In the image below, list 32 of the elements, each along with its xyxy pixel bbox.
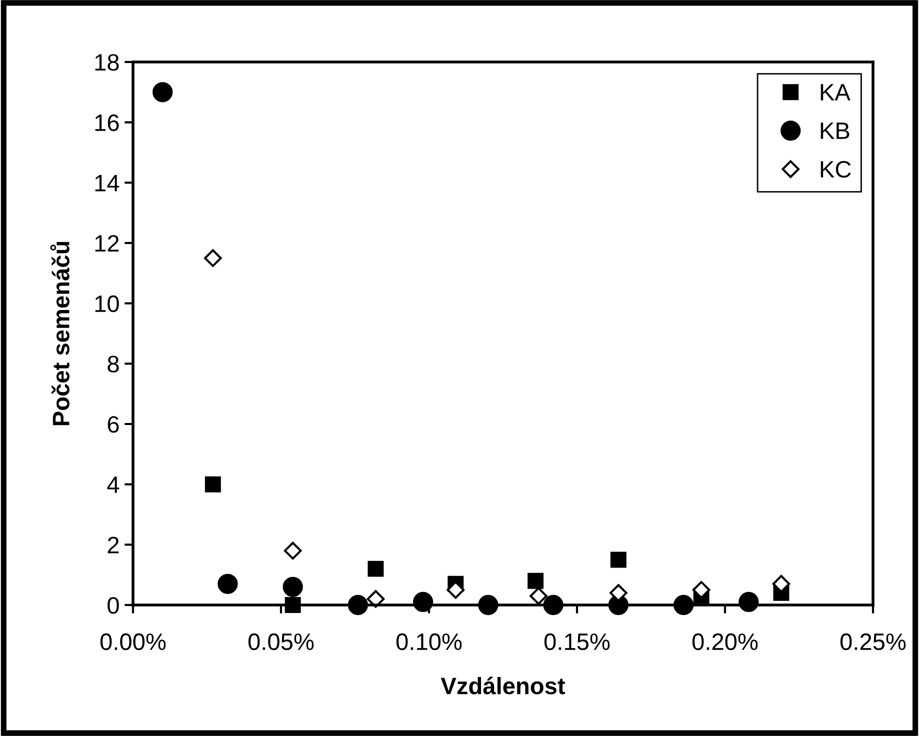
x-tick-label: 0.15% <box>544 633 610 650</box>
x-tick-label: 0.05% <box>248 633 314 650</box>
point <box>528 572 544 589</box>
y-tick-label: 10 <box>95 295 119 312</box>
legend-label: KB <box>820 122 850 139</box>
point <box>284 542 302 560</box>
point <box>610 552 626 568</box>
legend-label: KC <box>820 160 851 178</box>
y-tick-label: 8 <box>108 356 119 372</box>
x-tick-label: 0.25% <box>840 633 906 650</box>
y-tick-label: 4 <box>107 476 120 493</box>
x-axis-title: Vzdálenost <box>440 676 566 694</box>
x-tick-label: 0.10% <box>396 633 462 650</box>
y-tick-label: 6 <box>108 416 119 433</box>
y-tick-label: 2 <box>108 536 119 554</box>
point <box>204 476 221 492</box>
point <box>152 82 173 102</box>
point <box>366 590 385 608</box>
point <box>368 560 384 577</box>
point <box>218 574 238 594</box>
point <box>204 249 222 267</box>
x-tick-label: 0.20% <box>692 633 758 650</box>
point <box>282 576 303 597</box>
y-tick-label: 16 <box>95 114 119 132</box>
point <box>530 587 548 605</box>
y-tick-label: 14 <box>95 174 120 192</box>
x-tick-label: 0.00% <box>100 633 166 650</box>
y-tick-label: 12 <box>95 235 119 252</box>
y-tick-label: 18 <box>95 54 119 71</box>
legend-label: KA <box>820 84 850 100</box>
y-tick-label: 0 <box>108 597 119 614</box>
y-axis-title: Počet semenáčů <box>50 242 70 426</box>
